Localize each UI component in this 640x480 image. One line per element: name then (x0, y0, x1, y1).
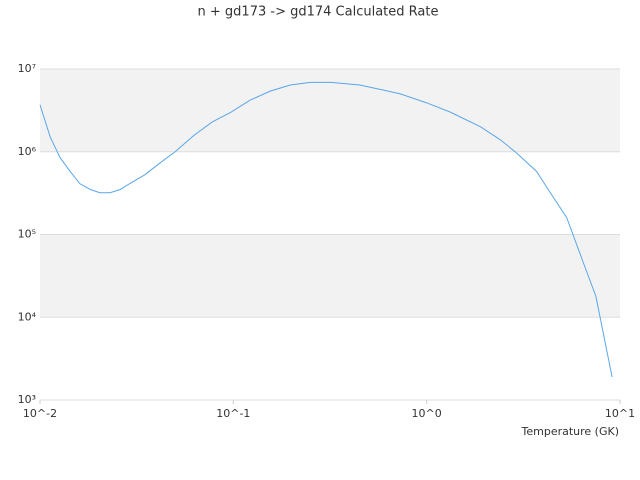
y-tick-label: 10⁷ (18, 62, 36, 75)
y-tick-label: 10³ (18, 393, 36, 406)
band (40, 234, 620, 318)
x-tick-label: 10^1 (605, 407, 635, 420)
line (39, 81, 613, 378)
y-tick-label: 10⁵ (18, 228, 36, 241)
y-tick-label: 10⁶ (18, 145, 37, 158)
x-tick-label: 10^0 (412, 407, 442, 420)
x-tick-label: 10^-1 (216, 407, 250, 420)
x-tick-label: 10^-2 (23, 407, 57, 420)
x-axis-label: Temperature (GK) (521, 425, 620, 438)
y-tick-label: 10⁴ (18, 310, 37, 323)
chart-title: n + gd173 -> gd174 Calculated Rate (198, 5, 439, 20)
band (40, 69, 620, 152)
bands (40, 69, 620, 318)
